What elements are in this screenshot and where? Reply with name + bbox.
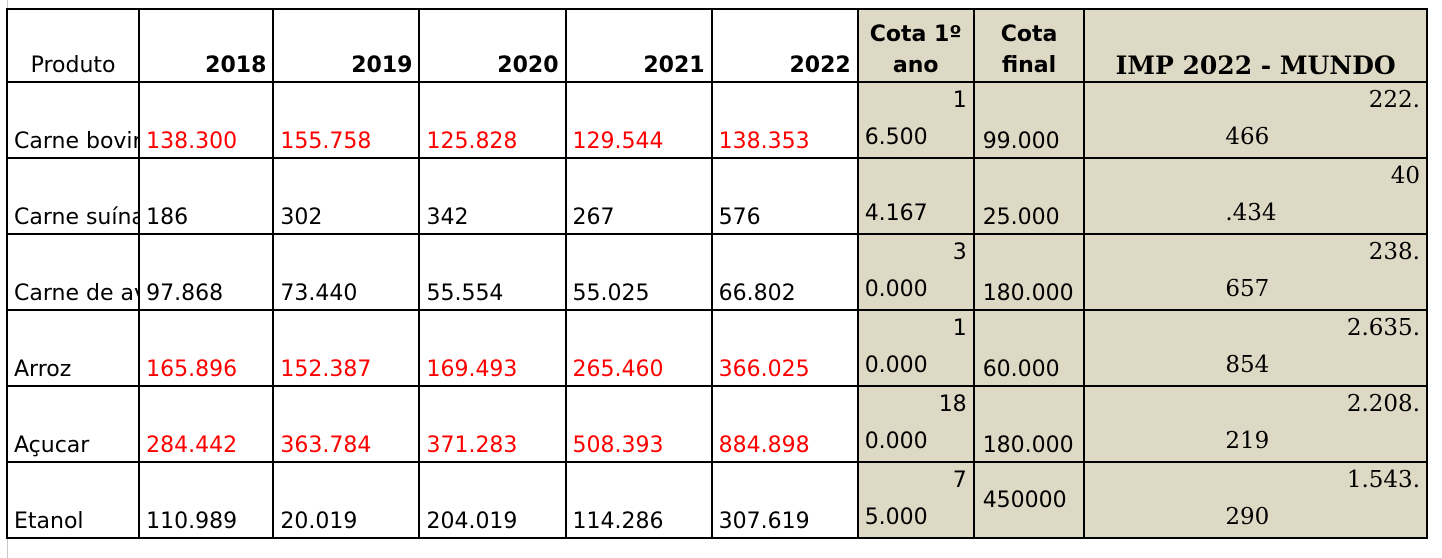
cell-2018: 138.300 xyxy=(138,81,275,159)
cell-produto: Arroz xyxy=(5,309,141,387)
cota-1-ano-bottom: 0.000 xyxy=(864,353,928,378)
cell-2020: 55.554 xyxy=(418,233,567,311)
cell-cota-final: 180.000 xyxy=(972,385,1086,463)
cell-2018: 110.989 xyxy=(138,461,275,539)
cell-imp-2022-mundo: 1.543. 290 xyxy=(1083,461,1428,539)
cell-2019: 20.019 xyxy=(272,461,421,539)
cell-produto: Carne suína xyxy=(5,157,141,235)
cota-1-ano-bottom: 6.500 xyxy=(864,125,928,150)
table-row: Açucar 284.442 363.784 371.283 508.393 8… xyxy=(5,385,1428,463)
cell-imp-2022-mundo: 2.635. 854 xyxy=(1083,309,1428,387)
header-2019: 2019 xyxy=(272,8,421,83)
cell-2018: 186 xyxy=(138,157,275,235)
table-row: Carne suína 186 302 342 267 576 4.167 25… xyxy=(5,157,1428,235)
cell-2020: 125.828 xyxy=(418,81,567,159)
cell-2021: 114.286 xyxy=(564,461,713,539)
cell-2021: 55.025 xyxy=(564,233,713,311)
cota-1-ano-top: 18 xyxy=(938,392,967,417)
cota-1-ano-bottom: 0.000 xyxy=(864,429,928,454)
imp-top: 2.635. xyxy=(1346,315,1420,341)
table-row: Etanol 110.989 20.019 204.019 114.286 30… xyxy=(5,461,1428,539)
header-produto: Produto xyxy=(5,8,141,83)
header-cota-1-ano: Cota 1º ano xyxy=(856,8,975,83)
cell-cota-final: 60.000 xyxy=(972,309,1086,387)
cell-2019: 302 xyxy=(272,157,421,235)
header-2020: 2020 xyxy=(418,8,567,83)
imp-top: 2.208. xyxy=(1346,391,1420,417)
cota-1-ano-top: 3 xyxy=(952,240,967,265)
cell-2019: 73.440 xyxy=(272,233,421,311)
cell-2021: 508.393 xyxy=(564,385,713,463)
cota-1-ano-bottom: 5.000 xyxy=(864,505,928,530)
cell-imp-2022-mundo: 2.208. 219 xyxy=(1083,385,1428,463)
imp-bottom: 657 xyxy=(1225,276,1270,302)
cell-2020: 371.283 xyxy=(418,385,567,463)
cota-1-ano-top: 7 xyxy=(952,468,967,493)
imp-bottom: 854 xyxy=(1225,352,1270,378)
cell-cota-final: 180.000 xyxy=(972,233,1086,311)
cell-2022: 307.619 xyxy=(710,461,859,539)
cell-2018: 97.868 xyxy=(138,233,275,311)
cota-1-ano-bottom: 0.000 xyxy=(864,277,928,302)
cell-2022: 366.025 xyxy=(710,309,859,387)
cell-imp-2022-mundo: 40 .434 xyxy=(1083,157,1428,235)
table-row: Arroz 165.896 152.387 169.493 265.460 36… xyxy=(5,309,1428,387)
cell-cota-1-ano: 18 0.000 xyxy=(856,385,975,463)
header-2018: 2018 xyxy=(138,8,275,83)
cell-cota-1-ano: 3 0.000 xyxy=(856,233,975,311)
cell-cota-final: 25.000 xyxy=(972,157,1086,235)
imp-bottom: 290 xyxy=(1225,504,1270,530)
imp-top: 1.543. xyxy=(1346,467,1420,493)
cell-2020: 342 xyxy=(418,157,567,235)
cell-cota-1-ano: 4.167 xyxy=(856,157,975,235)
header-cota-final: Cota final xyxy=(972,8,1086,83)
imp-top: 238. xyxy=(1368,239,1420,265)
header-imp-2022-mundo: IMP 2022 - MUNDO xyxy=(1083,8,1428,83)
cell-2019: 155.758 xyxy=(272,81,421,159)
cell-2022: 138.353 xyxy=(710,81,859,159)
cell-cota-1-ano: 1 6.500 xyxy=(856,81,975,159)
header-2022: 2022 xyxy=(710,8,859,83)
cell-2022: 884.898 xyxy=(710,385,859,463)
table-row: Carne de aves 97.868 73.440 55.554 55.02… xyxy=(5,233,1428,311)
cell-produto: Carne de aves xyxy=(5,233,141,311)
cell-2022: 576 xyxy=(710,157,859,235)
import-quota-table: Produto 2018 2019 2020 2021 2022 Cota 1º… xyxy=(5,8,1428,539)
imp-bottom: 219 xyxy=(1225,428,1270,454)
header-row: Produto 2018 2019 2020 2021 2022 Cota 1º… xyxy=(5,8,1428,83)
cell-cota-1-ano: 7 5.000 xyxy=(856,461,975,539)
cell-cota-final: 450000 xyxy=(972,461,1086,539)
imp-bottom: .434 xyxy=(1225,200,1277,226)
cell-2021: 265.460 xyxy=(564,309,713,387)
cell-2020: 169.493 xyxy=(418,309,567,387)
cell-2018: 284.442 xyxy=(138,385,275,463)
imp-top: 40 xyxy=(1390,163,1420,189)
cota-1-ano-top: 1 xyxy=(952,316,967,341)
cell-imp-2022-mundo: 238. 657 xyxy=(1083,233,1428,311)
cell-imp-2022-mundo: 222. 466 xyxy=(1083,81,1428,159)
imp-bottom: 466 xyxy=(1225,124,1270,150)
cell-2021: 129.544 xyxy=(564,81,713,159)
cell-produto: Etanol xyxy=(5,461,141,539)
cell-produto: Açucar xyxy=(5,385,141,463)
cota-1-ano-bottom: 4.167 xyxy=(864,201,928,226)
cell-2021: 267 xyxy=(564,157,713,235)
cota-1-ano-top: 1 xyxy=(952,88,967,113)
header-2021: 2021 xyxy=(564,8,713,83)
cell-2022: 66.802 xyxy=(710,233,859,311)
cell-2019: 363.784 xyxy=(272,385,421,463)
cell-produto: Carne bovina xyxy=(5,81,141,159)
table-row: Carne bovina 138.300 155.758 125.828 129… xyxy=(5,81,1428,159)
cell-cota-final: 99.000 xyxy=(972,81,1086,159)
cell-cota-1-ano: 1 0.000 xyxy=(856,309,975,387)
cell-2020: 204.019 xyxy=(418,461,567,539)
cell-2019: 152.387 xyxy=(272,309,421,387)
cell-2018: 165.896 xyxy=(138,309,275,387)
imp-top: 222. xyxy=(1368,87,1420,113)
